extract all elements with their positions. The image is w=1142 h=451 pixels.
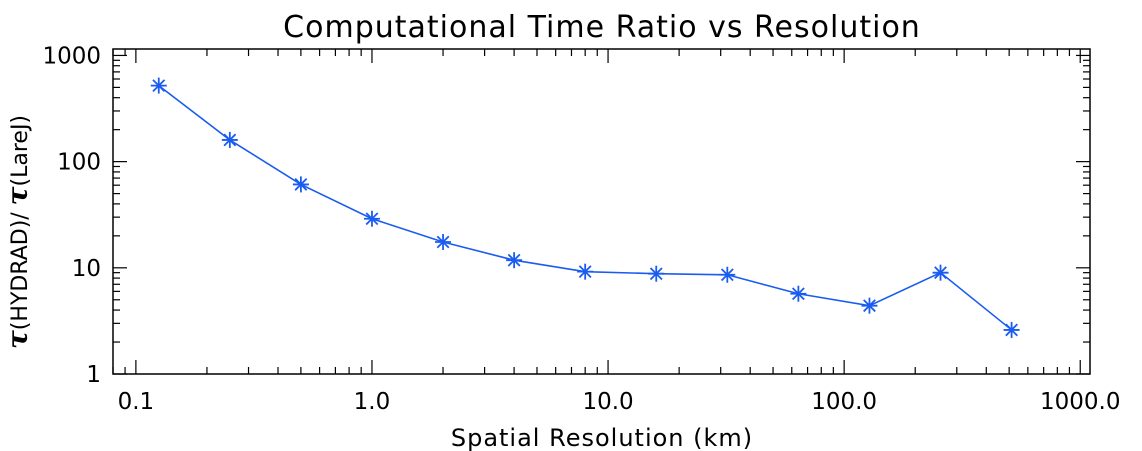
data-point <box>506 252 523 269</box>
svg-text:τ(HYDRAD)/ τ(LareJ): τ(HYDRAD)/ τ(LareJ) <box>1 115 34 349</box>
marker-stroke <box>649 267 663 281</box>
y-axis-label: τ(HYDRAD)/ τ(LareJ) <box>1 115 34 349</box>
data-point <box>221 131 238 148</box>
y-axis-label-part1: (HYDRAD)/ <box>8 205 33 330</box>
axis-tick-labels: 0.1 1.0 10.0 100.0 1000.0 1 10 100 1000 <box>42 43 1120 415</box>
y-tick-label: 1 <box>86 362 101 388</box>
data-point <box>577 263 594 280</box>
x-tick-label: 10.0 <box>582 389 633 415</box>
marker-stroke <box>294 178 308 191</box>
data-point <box>292 176 309 193</box>
data-point <box>648 265 665 282</box>
data-series <box>150 77 1020 338</box>
data-point <box>719 266 736 283</box>
marker-stroke <box>578 265 592 279</box>
data-point <box>150 77 167 94</box>
data-point <box>861 297 878 314</box>
data-point <box>363 210 380 227</box>
marker-stroke <box>720 268 734 282</box>
marker-stroke <box>152 79 166 92</box>
x-tick-label: 100.0 <box>811 389 877 415</box>
x-tick-label: 0.1 <box>118 389 155 415</box>
data-point <box>790 285 807 302</box>
data-point <box>1003 321 1020 338</box>
marker-stroke <box>791 287 805 301</box>
plot-frame <box>112 48 1091 375</box>
marker-stroke <box>223 133 237 147</box>
x-tick-label: 1000.0 <box>1040 389 1120 415</box>
axis-ticks <box>112 49 1090 375</box>
y-axis-label-symbol-2: τ <box>1 186 34 205</box>
marker-stroke <box>436 235 450 249</box>
marker-stroke <box>863 299 876 313</box>
y-tick-label: 100 <box>57 150 101 176</box>
data-point <box>932 264 949 281</box>
series-line <box>158 84 1013 331</box>
x-tick-label: 1.0 <box>354 389 391 415</box>
marker-stroke <box>934 266 947 280</box>
y-axis-label-part2: (LareJ) <box>8 115 33 187</box>
x-axis-label: Spatial Resolution (km) <box>451 424 753 451</box>
y-tick-label: 10 <box>72 256 101 282</box>
chart-title: Computational Time Ratio vs Resolution <box>283 10 921 45</box>
y-tick-label: 1000 <box>42 43 101 69</box>
marker-stroke <box>365 212 379 226</box>
data-point <box>435 234 452 251</box>
marker-stroke <box>507 253 521 267</box>
marker-stroke <box>1005 323 1018 337</box>
y-axis-label-symbol: τ <box>1 330 34 349</box>
